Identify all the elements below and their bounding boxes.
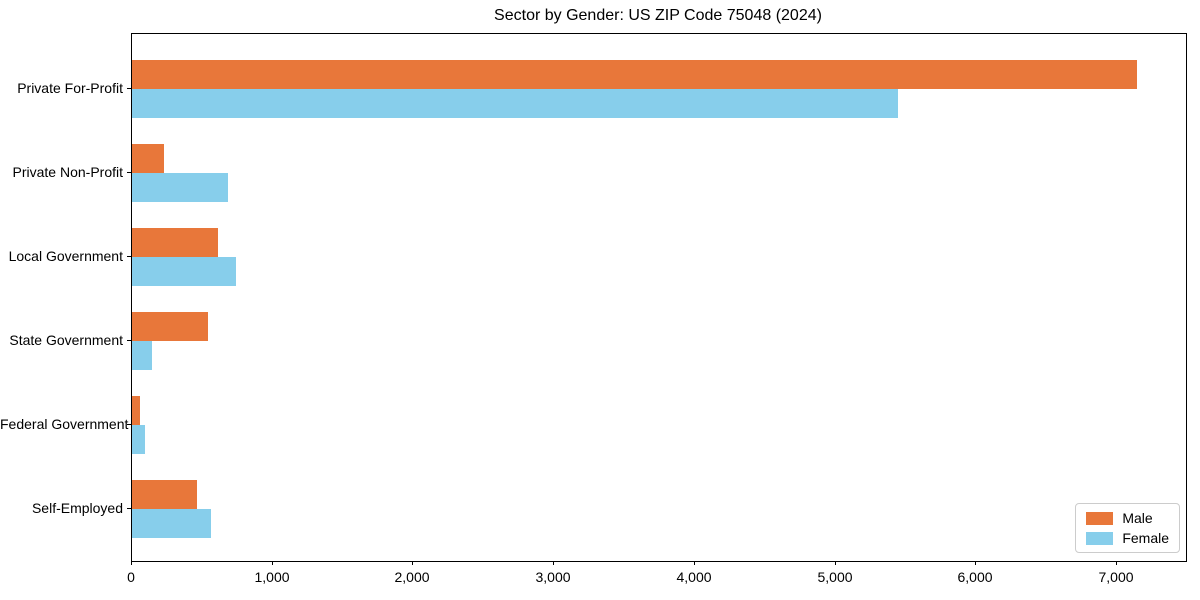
x-tick-mark: [412, 561, 413, 565]
y-tick-mark: [127, 88, 131, 89]
x-tick-label-5000: 5,000: [817, 569, 853, 585]
legend-item-female: Female: [1086, 531, 1169, 545]
legend-swatch-female: [1086, 531, 1114, 545]
x-tick-mark: [1116, 561, 1117, 565]
bar-male-private-non-profit: [132, 144, 164, 173]
legend-label-female: Female: [1122, 530, 1169, 546]
x-tick-label-6000: 6,000: [957, 569, 993, 585]
plot-area: Male Female: [131, 33, 1187, 562]
bar-female-private-non-profit: [132, 173, 228, 202]
x-tick-label-3000: 3,000: [535, 569, 571, 585]
bar-female-private-for-profit: [132, 89, 898, 118]
y-tick-label-private-non-profit: Private Non-Profit: [12, 164, 123, 180]
y-tick-mark: [127, 508, 131, 509]
y-tick-label-state-government: State Government: [9, 332, 123, 348]
x-tick-label-4000: 4,000: [676, 569, 712, 585]
y-tick-mark: [127, 340, 131, 341]
y-tick-mark: [127, 424, 131, 425]
bar-female-local-government: [132, 257, 236, 286]
x-tick-label-2000: 2,000: [394, 569, 430, 585]
x-tick-label-1000: 1,000: [254, 569, 290, 585]
y-tick-mark: [127, 256, 131, 257]
bar-male-local-government: [132, 228, 218, 257]
bar-male-self-employed: [132, 480, 197, 509]
y-tick-label-private-for-profit: Private For-Profit: [17, 80, 123, 96]
x-tick-mark: [694, 561, 695, 565]
x-tick-label-7000: 7,000: [1098, 569, 1134, 585]
bar-female-federal-government: [132, 425, 145, 454]
y-tick-mark: [127, 172, 131, 173]
bar-male-federal-government: [132, 396, 140, 425]
x-tick-mark: [835, 561, 836, 565]
y-tick-label-local-government: Local Government: [8, 248, 123, 264]
x-tick-label-0: 0: [127, 569, 135, 585]
chart-title: Sector by Gender: US ZIP Code 75048 (202…: [494, 7, 822, 24]
legend-label-male: Male: [1122, 510, 1153, 526]
bar-male-private-for-profit: [132, 60, 1137, 89]
y-tick-label-self-employed: Self-Employed: [31, 500, 123, 516]
bar-male-state-government: [132, 312, 208, 341]
y-tick-label-federal-government: Federal Government: [0, 416, 129, 432]
x-tick-mark: [553, 561, 554, 565]
x-tick-mark: [131, 561, 132, 565]
x-tick-mark: [975, 561, 976, 565]
bar-female-self-employed: [132, 509, 211, 538]
x-tick-mark: [272, 561, 273, 565]
legend-item-male: Male: [1086, 511, 1169, 525]
bar-female-state-government: [132, 341, 152, 370]
legend-swatch-male: [1086, 511, 1114, 525]
legend: Male Female: [1075, 503, 1180, 553]
